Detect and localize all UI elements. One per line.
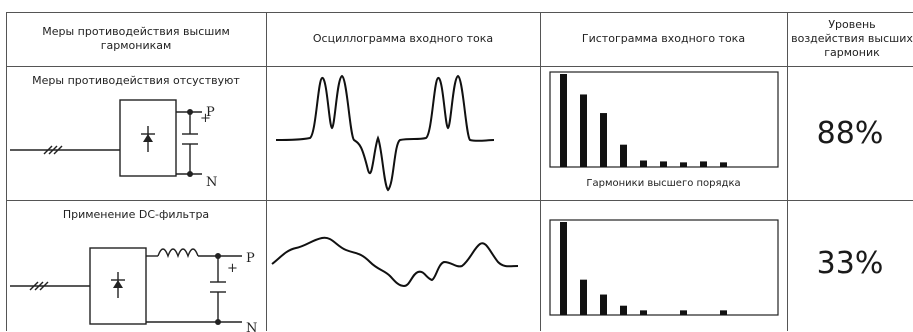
header-impact-level: Уровень воздействия высших гармоник	[791, 18, 913, 59]
histogram-bar	[660, 161, 667, 167]
grid-hline	[6, 66, 913, 67]
histogram-bar	[600, 294, 607, 315]
histogram-bar	[700, 161, 707, 167]
row2-plus-label: +	[227, 261, 238, 276]
histogram-bar	[560, 74, 567, 167]
histogram-bar	[680, 310, 687, 315]
row2-oscillogram	[271, 236, 519, 288]
histogram-bar	[640, 310, 647, 315]
row1-histogram-caption: Гармоники высшего порядка	[586, 178, 741, 189]
grid-vline	[787, 12, 788, 331]
row1-terminal-p: P	[206, 105, 215, 120]
histogram-bar	[620, 144, 627, 167]
row1-measure-title: Меры противодействия отсуствуют	[32, 74, 240, 87]
header-histogram: Гистограмма входного тока	[581, 32, 746, 45]
histogram-bar	[580, 94, 587, 167]
row2-impact-level: 33%	[816, 246, 884, 281]
row1-oscillogram	[275, 74, 495, 192]
histogram-bar	[680, 162, 687, 167]
histogram-bar	[580, 279, 587, 315]
histogram-bar	[720, 310, 727, 315]
histogram-bar	[640, 160, 647, 167]
row1-impact-level: 88%	[816, 116, 884, 151]
row1-rectifier-circuit: + P N	[10, 99, 217, 190]
histogram-bar	[720, 162, 727, 167]
histogram-bar	[600, 113, 607, 167]
grid-hline	[6, 12, 913, 13]
row2-histogram	[549, 219, 779, 316]
grid-vline	[540, 12, 541, 331]
grid-hline	[6, 200, 913, 201]
grid-vline	[6, 12, 7, 331]
row1-terminal-n: N	[206, 175, 217, 190]
row2-terminal-n: N	[246, 321, 257, 332]
header-measures: Меры противодействия высшим гармоникам	[42, 25, 230, 52]
row2-measure-title: Применение DC-фильтра	[62, 208, 210, 221]
header-oscillogram: Осциллограмма входного тока	[312, 32, 494, 45]
histogram-bar	[620, 305, 627, 315]
row2-terminal-p: P	[246, 251, 255, 266]
row2-dc-filter-circuit: + P N	[10, 247, 257, 332]
grid-vline	[266, 12, 267, 331]
histogram-bar	[560, 222, 567, 315]
row1-histogram	[549, 71, 779, 168]
row1-plus-label: +	[200, 111, 211, 126]
